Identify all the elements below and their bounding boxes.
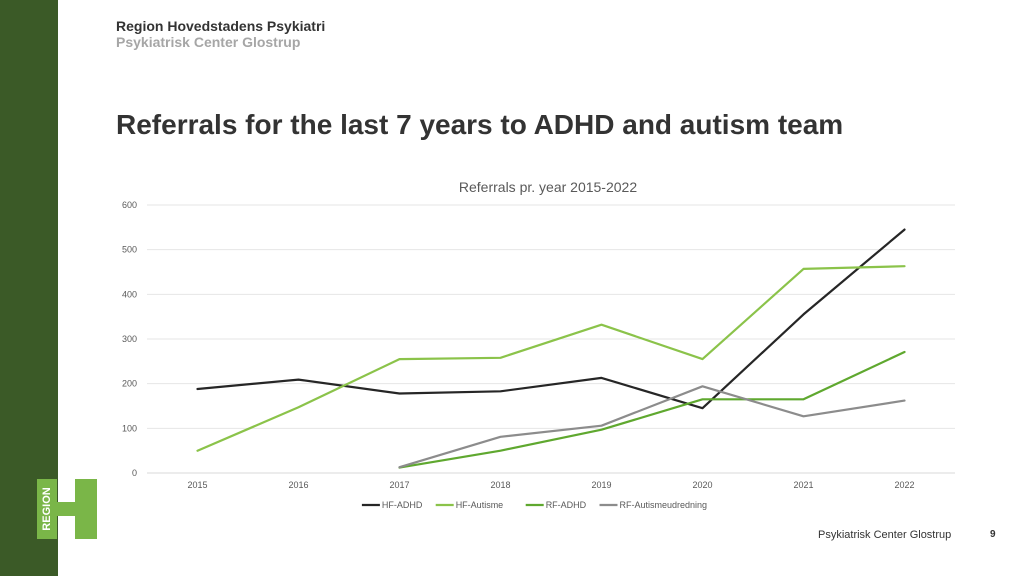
region-logo-graphic: REGION (37, 479, 97, 539)
org-name: Region Hovedstadens Psykiatri (116, 18, 326, 34)
x-tick-label: 2019 (591, 480, 611, 490)
legend-label: HF-Autisme (456, 500, 504, 510)
y-tick-label: 300 (122, 334, 137, 344)
series-line (196, 265, 906, 452)
y-tick-label: 200 (122, 379, 137, 389)
y-tick-label: 500 (122, 245, 137, 255)
series-line (196, 228, 906, 410)
logo-text: REGION (41, 487, 53, 530)
x-tick-label: 2021 (793, 480, 813, 490)
x-tick-label: 2020 (692, 480, 712, 490)
x-tick-label: 2017 (389, 480, 409, 490)
footer-text: Psykiatrisk Center Glostrup (818, 529, 952, 541)
y-tick-label: 600 (122, 200, 137, 210)
x-tick-label: 2018 (490, 480, 510, 490)
x-tick-label: 2015 (187, 480, 207, 490)
legend-label: RF-ADHD (546, 500, 587, 510)
legend-label: RF-Autismeudredning (620, 500, 708, 510)
x-tick-label: 2016 (288, 480, 308, 490)
chart-title: Referrals pr. year 2015-2022 (458, 179, 638, 195)
series-line (398, 385, 906, 469)
page-number: 9 (990, 529, 996, 540)
slide-title: Referrals for the last 7 years to ADHD a… (116, 109, 844, 140)
region-logo: REGION (37, 479, 99, 539)
x-tick-label: 2022 (894, 480, 914, 490)
org-subtitle: Psykiatrisk Center Glostrup (116, 34, 301, 50)
y-tick-label: 100 (122, 423, 137, 433)
series-line (398, 350, 906, 469)
y-tick-label: 400 (122, 289, 137, 299)
legend-label: HF-ADHD (382, 500, 423, 510)
y-tick-label: 0 (132, 468, 137, 478)
